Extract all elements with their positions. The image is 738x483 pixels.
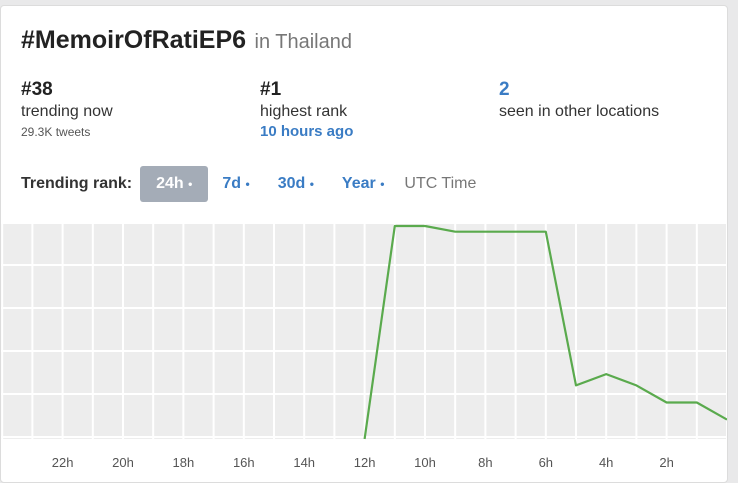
range-button-30d[interactable]: 30d •: [277, 175, 314, 192]
x-tick-label: 14h: [293, 455, 315, 470]
range-button-24h[interactable]: 24h •: [140, 166, 209, 202]
x-tick-label: 8h: [478, 455, 492, 470]
range-button-7d[interactable]: 7d •: [222, 175, 250, 192]
highest-rank-value: #1: [260, 79, 282, 100]
highest-rank-label: highest rank: [260, 103, 348, 120]
rank-series-line: [363, 224, 727, 440]
trend-card: #MemoirOfRatiEP6 in Thailand #38 trendin…: [0, 5, 728, 483]
x-tick-label: 6h: [539, 455, 553, 470]
x-tick-label: 18h: [173, 455, 195, 470]
x-tick-label: 4h: [599, 455, 613, 470]
tweet-count: 29.3K tweets: [21, 125, 91, 139]
x-tick-label: 20h: [112, 455, 134, 470]
stat-trending-now: #38 trending now 29.3K tweets: [21, 78, 113, 142]
stat-highest-rank: #1 highest rank 10 hours ago: [260, 78, 353, 142]
rank-range-selector: Trending rank: 24h • 7d • 30d • Year • U…: [21, 164, 476, 204]
timezone-label: UTC Time: [404, 175, 477, 192]
hashtag-title: #MemoirOfRatiEP6: [21, 26, 247, 54]
x-tick-label: 22h: [52, 455, 74, 470]
current-rank-value: #38: [21, 79, 53, 100]
stat-other-locations: 2 seen in other locations: [499, 78, 659, 122]
rank-range-label: Trending rank:: [21, 175, 133, 192]
rank-history-chart: 22h 20h 18h 16h 14h 12h 10h 8h 6h 4h 2h: [1, 224, 727, 470]
other-locations-count-link[interactable]: 2: [499, 79, 510, 100]
location-label[interactable]: in Thailand: [254, 31, 352, 53]
range-button-year[interactable]: Year •: [341, 175, 385, 192]
title-row: #MemoirOfRatiEP6 in Thailand: [21, 26, 352, 55]
x-tick-label: 10h: [414, 455, 436, 470]
x-tick-label: 12h: [354, 455, 376, 470]
current-rank-label: trending now: [21, 103, 113, 120]
x-tick-label: 16h: [233, 455, 255, 470]
other-locations-label: seen in other locations: [499, 103, 660, 120]
highest-rank-time-link[interactable]: 10 hours ago: [260, 123, 354, 140]
x-tick-label: 2h: [659, 455, 673, 470]
